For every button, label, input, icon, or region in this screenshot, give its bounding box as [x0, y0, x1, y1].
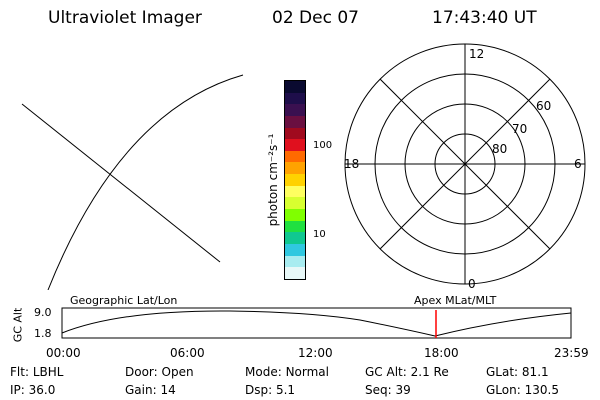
status-label: GLat: [486, 365, 519, 379]
status-gain: Gain: 14 [125, 383, 176, 397]
status-label: IP: [10, 383, 25, 397]
status-value: LBHL [32, 365, 64, 379]
status-label: Mode: [245, 365, 282, 379]
color-scale-segment [285, 150, 305, 163]
color-scale-segment [285, 255, 305, 268]
status-glon: GLon: 130.5 [486, 383, 559, 397]
polar-diagonal-2 [379, 78, 551, 250]
xtick-18: 18:00 [424, 346, 459, 360]
xtick-12: 12:00 [298, 346, 333, 360]
status-door: Door: Open [125, 365, 194, 379]
status-label: Dsp: [245, 383, 273, 397]
color-scale-segment [285, 104, 305, 116]
horizon-arc [47, 74, 244, 290]
meridian-line [21, 103, 221, 263]
time-label: 17:43:40 UT [432, 8, 537, 28]
color-scale-segment [285, 127, 305, 140]
status-label: Door: [125, 365, 158, 379]
apex-caption: Apex MLat/MLT [414, 294, 497, 307]
color-scale-segment [285, 232, 305, 244]
lat-label-60: 60 [536, 99, 551, 113]
color-scale-segment [285, 162, 305, 175]
mlt-label-18: 18 [344, 157, 359, 171]
status-mode: Mode: Normal [245, 365, 329, 379]
color-scale-segment [285, 209, 305, 221]
status-flt: Flt: LBHL [10, 365, 63, 379]
color-scale-segment [285, 81, 305, 93]
geographic-panel [21, 74, 244, 290]
status-label: GLon: [486, 383, 521, 397]
color-scale-segment [285, 197, 305, 210]
color-scale-segment [285, 185, 305, 198]
color-scale-segment [285, 139, 305, 151]
color-scale-segment [285, 220, 305, 233]
status-value: 5.1 [275, 383, 296, 397]
magnetic-polar-plot: 12 18 6 0 60 70 80 [344, 43, 586, 290]
color-scale-segment [285, 267, 305, 279]
status-dsp: Dsp: 5.1 [245, 383, 295, 397]
status-value: 36.0 [28, 383, 56, 397]
status-seq: Seq: 39 [365, 383, 411, 397]
status-value: 81.1 [521, 365, 549, 379]
xtick-2359: 23:59 [554, 346, 589, 360]
status-value: 130.5 [524, 383, 559, 397]
lat-label-80: 80 [492, 142, 507, 156]
timeline-ylabel: GC Alt [11, 307, 25, 343]
status-label: GC Alt: [365, 365, 407, 379]
mlt-label-6: 6 [574, 157, 582, 171]
status-value: Normal [285, 365, 329, 379]
ytick-1-8: 1.8 [34, 327, 52, 340]
ytick-9: 9.0 [34, 306, 52, 319]
status-label: Flt: [10, 365, 29, 379]
color-scale-segment [285, 92, 305, 105]
color-scale-segment [285, 243, 305, 256]
status-value: Open [161, 365, 194, 379]
colorbar-tick-10: 10 [313, 229, 326, 240]
color-scale-segment [285, 174, 305, 186]
xtick-06: 06:00 [170, 346, 205, 360]
date-label: 02 Dec 07 [272, 8, 359, 28]
status-ip: IP: 36.0 [10, 383, 55, 397]
status-label: Seq: [365, 383, 392, 397]
geographic-caption: Geographic Lat/Lon [70, 294, 178, 307]
altitude-curve [61, 310, 572, 337]
color-scale-segment [285, 115, 305, 128]
xtick-00: 00:00 [46, 346, 81, 360]
color-scale-bar [284, 80, 306, 280]
mlt-label-12: 12 [469, 47, 484, 61]
instrument-title: Ultraviolet Imager [48, 8, 202, 28]
status-value: 14 [160, 383, 176, 397]
colorbar-tick-100: 100 [313, 140, 333, 151]
status-gc-alt: GC Alt: 2.1 Re [365, 365, 449, 379]
status-value: 2.1 Re [410, 365, 449, 379]
status-glat: GLat: 81.1 [486, 365, 549, 379]
timeline-plot [61, 307, 572, 339]
status-label: Gain: [125, 383, 157, 397]
colorbar-unit-label: photon cm⁻²s⁻¹ [266, 133, 280, 227]
status-value: 39 [395, 383, 411, 397]
lat-label-70: 70 [512, 122, 527, 136]
mlt-label-0: 0 [468, 277, 476, 290]
